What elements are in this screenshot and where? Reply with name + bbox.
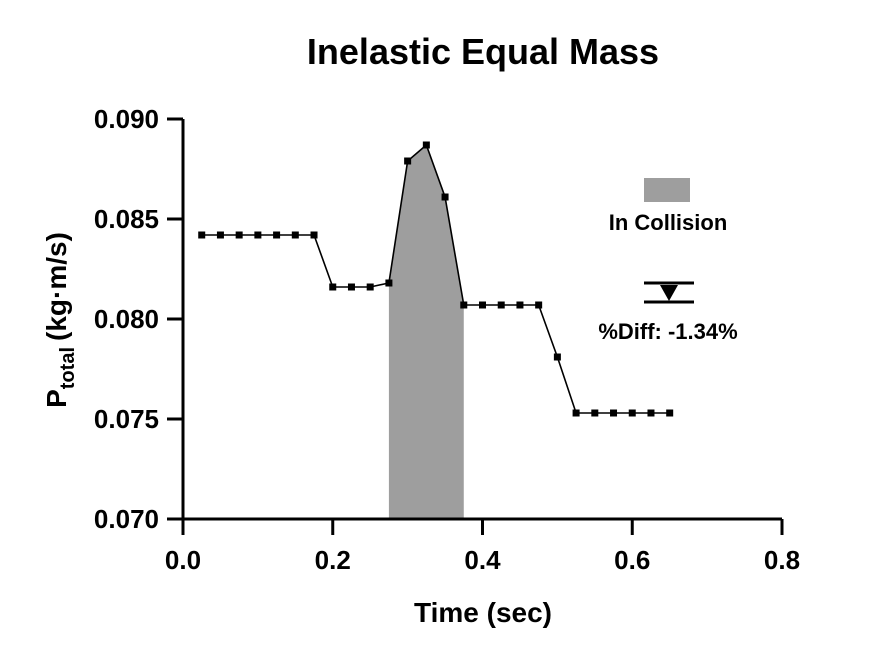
series-layer <box>198 141 674 417</box>
y-tick-label-1: 0.075 <box>94 404 159 434</box>
data-point-23 <box>628 409 636 417</box>
tick-labels: 0.070 0.075 0.080 0.085 0.090 0.0 0.2 0.4 0.6 0.8 <box>94 104 800 575</box>
data-point-15 <box>479 301 486 309</box>
data-point-14 <box>460 301 468 309</box>
y-tick-label-0: 0.070 <box>94 504 159 534</box>
data-point-22 <box>610 409 618 417</box>
y-tick-label-2: 0.080 <box>94 304 159 334</box>
legend-label-collision: In Collision <box>609 210 728 235</box>
data-point-9 <box>366 283 374 291</box>
legend-swatch-collision <box>644 178 690 202</box>
y-axis-label-subscript: total <box>57 347 79 389</box>
annotation-text: %Diff: -1.34% <box>598 319 737 344</box>
data-point-8 <box>347 283 355 291</box>
data-point-10 <box>385 279 393 287</box>
data-point-18 <box>535 301 543 309</box>
x-tick-label-2: 0.4 <box>464 545 501 575</box>
x-tick-label-1: 0.2 <box>315 545 351 575</box>
x-tick-label-3: 0.6 <box>614 545 650 575</box>
axes <box>167 117 784 535</box>
data-point-2 <box>235 231 243 239</box>
x-axis-label: Time (sec) <box>414 597 552 628</box>
data-point-13 <box>441 193 449 201</box>
data-point-21 <box>591 409 599 417</box>
y-tick-label-4: 0.090 <box>94 104 159 134</box>
y-tick-label-3: 0.085 <box>94 204 159 234</box>
collision-shaded-area <box>388 145 464 519</box>
data-point-24 <box>647 409 655 417</box>
data-point-0 <box>198 231 206 239</box>
data-point-19 <box>553 353 561 361</box>
x-tick-label-0: 0.0 <box>165 545 201 575</box>
data-point-3 <box>254 231 262 239</box>
legend: In Collision <box>609 178 728 235</box>
annotation-triangle-marker <box>660 285 678 301</box>
data-point-17 <box>516 301 524 309</box>
data-point-11 <box>404 157 412 165</box>
y-axis-label-main: P <box>41 389 72 408</box>
y-axis-label-unit: (kg·m/s) <box>41 232 72 341</box>
data-point-6 <box>310 231 318 239</box>
collision-region-layer <box>388 145 464 519</box>
data-point-5 <box>291 231 299 239</box>
data-point-4 <box>273 231 281 239</box>
data-point-1 <box>216 231 224 239</box>
percent-diff-annotation: %Diff: -1.34% <box>598 281 738 344</box>
data-point-16 <box>497 301 505 309</box>
data-point-7 <box>329 283 337 291</box>
y-axis-label: Ptotal (kg·m/s) <box>41 232 79 408</box>
data-point-20 <box>572 409 580 417</box>
chart-title: Inelastic Equal Mass <box>307 31 659 72</box>
data-point-12 <box>422 141 430 149</box>
x-tick-label-4: 0.8 <box>764 545 800 575</box>
data-point-25 <box>666 409 674 417</box>
